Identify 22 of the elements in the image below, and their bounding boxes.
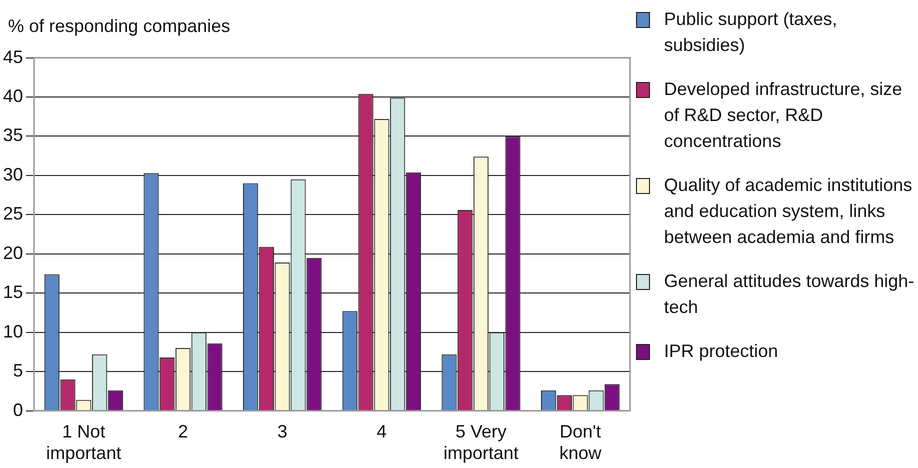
y-axis-title: % of responding companies xyxy=(8,16,230,37)
y-tick-label: 40 xyxy=(2,86,24,106)
y-tick-label: 45 xyxy=(2,46,24,67)
y-tick-label: 35 xyxy=(2,125,24,146)
legend-label: Public support (taxes, subsidies) xyxy=(664,8,838,57)
y-tick-label: 25 xyxy=(2,204,24,224)
legend-label: Quality of academic institutions and education system, links between academia and firms xyxy=(664,174,914,249)
y-tick-label: 15 xyxy=(2,282,24,302)
legend-label: General attitudes towards high-tech xyxy=(664,270,916,319)
x-tick-label: 4 xyxy=(376,422,387,442)
y-tick-label: 5 xyxy=(13,360,24,381)
x-tick-label: 3 xyxy=(277,422,288,442)
y-tick-label: 10 xyxy=(2,321,24,342)
y-tick-label: 30 xyxy=(2,164,24,184)
x-tick-label: 1 Not important xyxy=(46,422,122,464)
y-tick-label: 0 xyxy=(13,400,24,420)
legend-label: IPR protection xyxy=(664,340,778,363)
x-tick-label: 5 Very important xyxy=(443,422,519,464)
x-tick-label: 2 xyxy=(178,422,188,442)
legend-label: Developed infrastructure, size of R&D sector, R&D concentrations xyxy=(664,78,904,153)
y-tick-label: 20 xyxy=(2,242,24,263)
x-tick-label: Don't know xyxy=(559,422,602,464)
